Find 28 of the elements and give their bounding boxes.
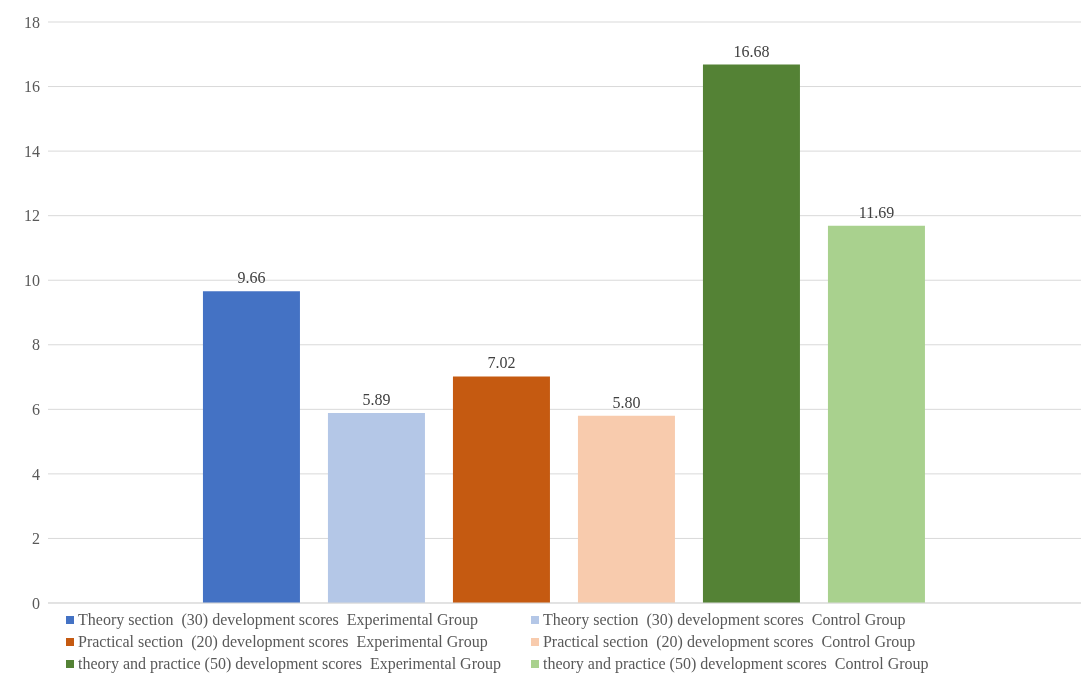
data-label: 5.80 — [612, 393, 641, 411]
legend-label: theory and practice (50) development scores Control Group — [542, 655, 929, 673]
y-tick-label: 14 — [24, 142, 40, 160]
bar — [577, 415, 675, 603]
bar — [327, 412, 425, 603]
bar — [452, 376, 550, 603]
bar — [202, 291, 300, 603]
y-tick-label: 18 — [24, 13, 40, 31]
y-tick-label: 2 — [32, 530, 40, 548]
y-tick-label: 4 — [32, 465, 40, 483]
bar — [702, 64, 800, 603]
legend-label: Practical section (20) development scores Control Group — [542, 633, 916, 651]
y-tick-label: 8 — [32, 336, 40, 354]
y-tick-label: 0 — [32, 594, 40, 612]
data-label: 5.89 — [362, 390, 391, 408]
legend-label: Theory section (30) development scores Control Group — [542, 611, 906, 629]
bar — [827, 225, 925, 603]
legend-label: Practical section (20) development scores Experimental Group — [78, 633, 488, 651]
data-label: 11.69 — [858, 203, 895, 221]
y-tick-label: 12 — [24, 207, 40, 225]
data-label: 16.68 — [733, 42, 770, 60]
y-tick-label: 16 — [24, 78, 40, 96]
data-label: 9.66 — [237, 269, 266, 287]
y-tick-label: 6 — [32, 401, 40, 419]
data-label: 7.02 — [487, 354, 516, 372]
legend-label: theory and practice (50) development scores Experimental Group — [78, 655, 501, 673]
legend-label: Theory section (30) development scores Experimental Group — [78, 611, 478, 629]
y-tick-label: 10 — [24, 271, 40, 289]
